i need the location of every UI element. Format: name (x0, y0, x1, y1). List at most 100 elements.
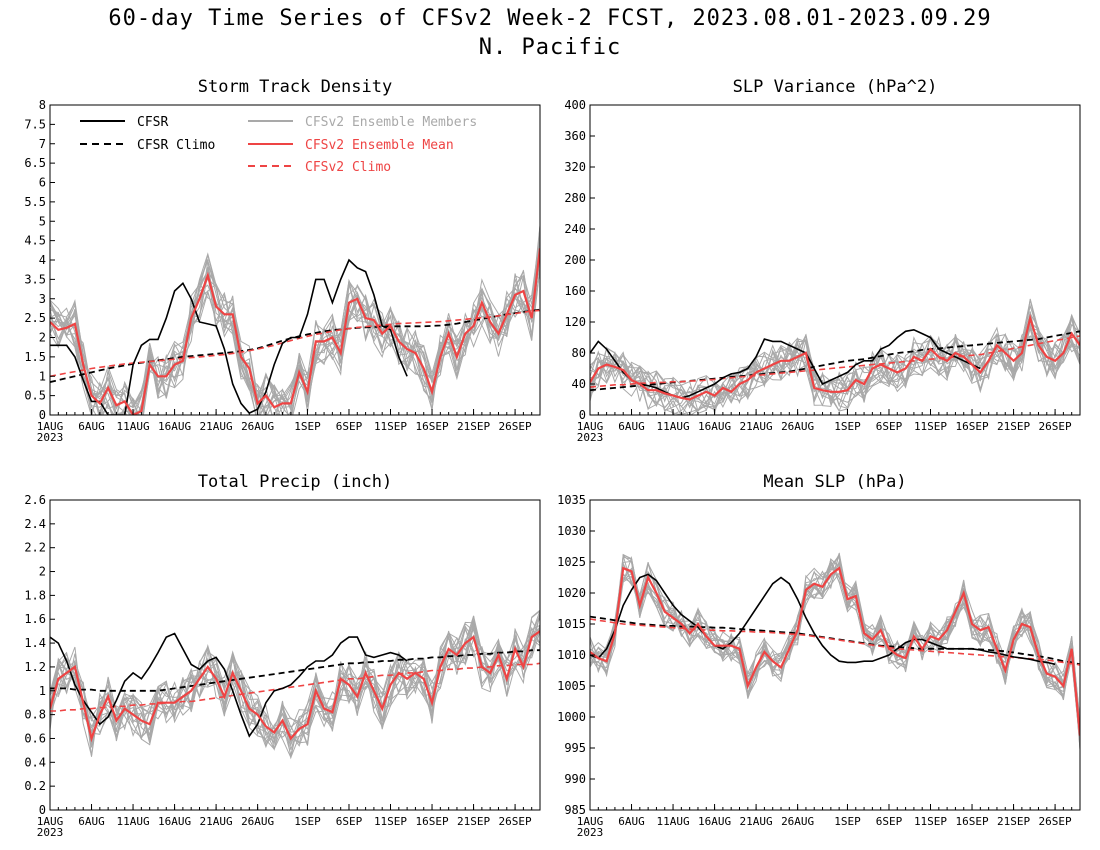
cfsv2-climo-line (590, 618, 1080, 666)
x-tick-label: 16SEP (415, 420, 448, 433)
y-tick-label: 200 (564, 253, 586, 267)
x-tick-label: 21SEP (997, 815, 1030, 828)
y-tick-label: 995 (564, 741, 586, 755)
x-tick-label: 16AUG (158, 815, 191, 828)
cfsv2-climo-line (50, 309, 540, 378)
main-title: 60-day Time Series of CFSv2 Week-2 FCST,… (108, 6, 992, 31)
ensemble-member-line (590, 313, 1080, 415)
cfsv2-climo-line (590, 335, 1080, 388)
ensemble-member-line (590, 553, 1080, 738)
panel-title: Storm Track Density (198, 77, 392, 97)
ensemble-member-line (590, 555, 1080, 729)
ensemble-member-line (590, 562, 1080, 732)
x-tick-label: 16SEP (955, 420, 988, 433)
x-tick-label: 11SEP (374, 815, 407, 828)
x-tick-label: 21SEP (457, 815, 490, 828)
x-tick-label: 6SEP (336, 815, 363, 828)
cfsv2-ensemble-mean-line (50, 630, 540, 743)
y-tick-label: 280 (564, 191, 586, 205)
y-tick-label: 360 (564, 129, 586, 143)
chart-panel-4: Mean SLP (hPa) 985 990 995 1000 1005 1010 1015 1… (557, 472, 1081, 839)
y-tick-label: 8 (39, 98, 46, 112)
x-tick-label: 11AUG (116, 420, 149, 433)
x-tick-label: 1SEP (834, 420, 861, 433)
x-tick-label: 6SEP (876, 815, 903, 828)
ensemble-member-line (50, 240, 540, 415)
ensemble-member-line (590, 298, 1080, 415)
x-tick-label: 21SEP (457, 420, 490, 433)
y-tick-label: 1.6 (24, 612, 46, 626)
y-tick-label: 2.5 (24, 311, 46, 325)
x-tick-label: 6SEP (336, 420, 363, 433)
cfsv2-ensemble-mean-line (50, 248, 540, 415)
legend-label: CFSv2 Ensemble Mean (305, 138, 454, 153)
y-tick-label: 1035 (557, 493, 586, 507)
y-tick-label: 1005 (557, 679, 586, 693)
x-tick-label: 1SEP (834, 815, 861, 828)
x-tick-label: 6AUG (78, 420, 105, 433)
panel-title: SLP Variance (hPa^2) (733, 77, 938, 97)
y-tick-label: 2.2 (24, 541, 46, 555)
y-tick-label: 3.5 (24, 272, 46, 286)
x-tick-label: 6AUG (78, 815, 105, 828)
x-tick-label: 11SEP (914, 815, 947, 828)
x-year-label: 2023 (37, 826, 64, 839)
ensemble-member-line (590, 556, 1080, 743)
plot-frame (49, 499, 541, 811)
x-tick-label: 21AUG (200, 815, 233, 828)
cfsr-line (50, 632, 408, 738)
x-tick-label: 21SEP (997, 420, 1030, 433)
x-tick-label: 11SEP (374, 420, 407, 433)
plot-frame (49, 104, 541, 416)
legend-label: CFSR Climo (137, 138, 215, 153)
x-tick-label: 1AUG (577, 420, 604, 433)
cfsr-line (590, 573, 1056, 666)
y-tick-label: 0 (39, 803, 46, 817)
ensemble-member-line (590, 554, 1080, 722)
x-tick-label: 6AUG (618, 420, 645, 433)
legend-label: CFSv2 Climo (305, 160, 391, 175)
y-tick-label: 3 (39, 292, 46, 306)
x-tick-label: 26AUG (241, 420, 274, 433)
legend: CFSR CFSR Climo CFSv2 Ensemble Members CFSv… (80, 115, 477, 175)
ensemble-member-line (590, 553, 1080, 743)
y-tick-label: 1 (39, 684, 46, 698)
x-year-label: 2023 (37, 431, 64, 444)
x-tick-label: 16AUG (698, 420, 731, 433)
region-subtitle: N. Pacific (478, 35, 622, 60)
y-tick-label: 400 (564, 98, 586, 112)
ensemble-member-line (50, 235, 540, 415)
x-tick-label: 1AUG (37, 815, 64, 828)
x-tick-label: 26SEP (499, 420, 532, 433)
ensemble-member-line (50, 247, 540, 415)
cfsv2-ensemble-mean-line (590, 313, 1080, 401)
x-tick-label: 6AUG (618, 815, 645, 828)
ensemble-member-line (590, 553, 1080, 741)
ensemble-member-line (590, 561, 1080, 735)
x-tick-label: 26SEP (499, 815, 532, 828)
chart-panel-3: Total Precip (inch) 0 0.2 0.4 0.6 0.8 1 1.2 1.4 1… (24, 472, 541, 839)
x-tick-label: 16SEP (955, 815, 988, 828)
ensemble-member-line (590, 333, 1080, 412)
x-tick-label: 1AUG (37, 420, 64, 433)
x-tick-label: 1AUG (577, 815, 604, 828)
y-tick-label: 1000 (557, 710, 586, 724)
plot-area (590, 552, 1080, 750)
y-tick-label: 0.6 (24, 731, 46, 745)
y-tick-label: 7.5 (24, 117, 46, 131)
x-year-label: 2023 (577, 826, 604, 839)
y-tick-label: 5.5 (24, 195, 46, 209)
y-tick-label: 1.2 (24, 660, 46, 674)
y-tick-label: 1020 (557, 586, 586, 600)
y-tick-label: 5 (39, 214, 46, 228)
y-tick-label: 0.8 (24, 708, 46, 722)
y-tick-label: 4.5 (24, 234, 46, 248)
x-tick-label: 26SEP (1039, 420, 1072, 433)
y-tick-label: 0.2 (24, 779, 46, 793)
y-tick-label: 1.4 (24, 636, 46, 650)
chart-panel-1: Storm Track Density 0 0.5 1 1.5 2 2.5 3 3.5 4 4.5 5… (24, 77, 541, 444)
y-tick-label: 80 (572, 346, 586, 360)
ensemble-member-line (50, 259, 540, 415)
ensemble-member-line (50, 615, 540, 742)
x-tick-label: 16AUG (158, 420, 191, 433)
